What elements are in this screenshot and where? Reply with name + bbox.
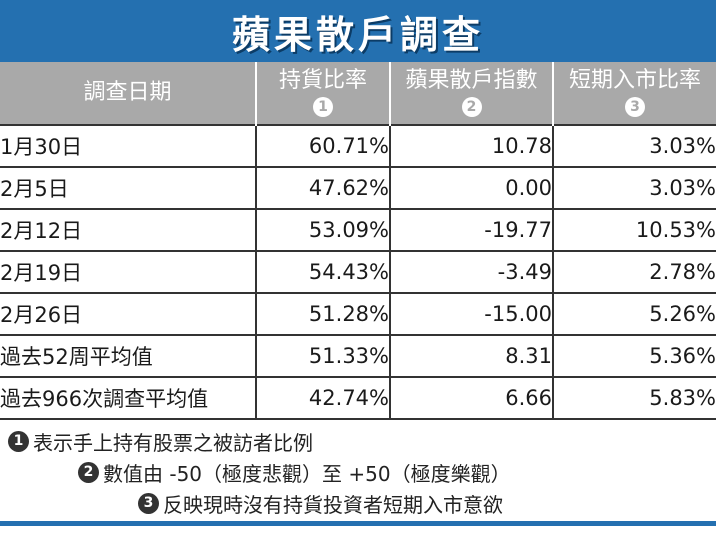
table-row: 2月26日 51.28% -15.00 5.26% xyxy=(0,292,716,335)
footnote-marker-3: 3 xyxy=(138,493,159,514)
table-row: 2月12日 53.09% -19.77 10.53% xyxy=(0,208,716,251)
note-marker-1: 1 xyxy=(313,97,333,117)
index-cell: 8.31 xyxy=(390,334,554,377)
short-term-ratio-cell: 3.03% xyxy=(553,124,716,167)
column-header-holding-ratio: 持貨比率 1 xyxy=(256,62,391,125)
footnote-marker-1: 1 xyxy=(8,431,29,452)
holding-ratio-cell: 51.33% xyxy=(256,334,391,377)
footnote: 1 表示手上持有股票之被訪者比例 xyxy=(0,426,716,457)
holding-ratio-cell: 51.28% xyxy=(256,292,391,335)
short-term-ratio-cell: 2.78% xyxy=(553,250,716,293)
column-header-label: 調查日期 xyxy=(83,80,172,105)
table-row: 2月5日 47.62% 0.00 3.03% xyxy=(0,166,716,209)
survey-table: 調查日期 持貨比率 1 蘋果散戶指數 2 短期入市比率 3 1月30日 6 xyxy=(0,62,716,420)
date-cell: 2月19日 xyxy=(0,250,257,293)
date-cell: 2月5日 xyxy=(0,166,257,209)
title-bar: 蘋果散戶調查 xyxy=(0,0,716,62)
footnote: 3 反映現時沒有持貨投資者短期入市意欲 xyxy=(0,488,716,519)
date-cell: 2月26日 xyxy=(0,292,257,335)
holding-ratio-cell: 53.09% xyxy=(256,208,391,251)
column-header-index: 蘋果散戶指數 2 xyxy=(390,62,554,125)
table-row: 2月19日 54.43% -3.49 2.78% xyxy=(0,250,716,293)
footnote-text: 數值由 -50（極度悲觀）至 +50（極度樂觀） xyxy=(103,462,511,486)
column-header-label: 蘋果散戶指數 xyxy=(405,68,538,93)
date-cell: 1月30日 xyxy=(0,124,257,167)
footnote-text: 表示手上持有股票之被訪者比例 xyxy=(33,431,313,455)
footnote-marker-2: 2 xyxy=(78,462,99,483)
holding-ratio-cell: 42.74% xyxy=(256,376,391,420)
date-cell: 2月12日 xyxy=(0,208,257,251)
footnote: 2 數值由 -50（極度悲觀）至 +50（極度樂觀） xyxy=(0,457,716,488)
short-term-ratio-cell: 5.36% xyxy=(553,334,716,377)
footnotes: 1 表示手上持有股票之被訪者比例 2 數值由 -50（極度悲觀）至 +50（極度… xyxy=(0,426,716,519)
page-title: 蘋果散戶調查 xyxy=(231,12,484,57)
index-cell: 10.78 xyxy=(390,124,554,167)
column-header-date: 調查日期 xyxy=(0,62,257,125)
short-term-ratio-cell: 10.53% xyxy=(553,208,716,251)
holding-ratio-cell: 54.43% xyxy=(256,250,391,293)
short-term-ratio-cell: 5.83% xyxy=(553,376,716,420)
index-cell: -3.49 xyxy=(390,250,554,293)
table-row: 過去966次調查平均值 42.74% 6.66 5.83% xyxy=(0,376,716,420)
bottom-rule xyxy=(0,521,716,526)
column-header-label: 短期入市比率 xyxy=(568,68,701,93)
column-header-short-term-ratio: 短期入市比率 3 xyxy=(553,62,716,125)
header-row: 調查日期 持貨比率 1 蘋果散戶指數 2 短期入市比率 3 xyxy=(0,62,716,125)
short-term-ratio-cell: 5.26% xyxy=(553,292,716,335)
date-cell: 過去52周平均值 xyxy=(0,334,257,377)
table-row: 1月30日 60.71% 10.78 3.03% xyxy=(0,124,716,167)
index-cell: 0.00 xyxy=(390,166,554,209)
index-cell: 6.66 xyxy=(390,376,554,420)
note-marker-3: 3 xyxy=(625,97,645,117)
date-cell: 過去966次調查平均值 xyxy=(0,376,257,420)
table-row: 過去52周平均值 51.33% 8.31 5.36% xyxy=(0,334,716,377)
note-marker-2: 2 xyxy=(461,97,482,117)
column-header-label: 持貨比率 xyxy=(278,68,367,93)
index-cell: -15.00 xyxy=(390,292,554,335)
holding-ratio-cell: 47.62% xyxy=(256,166,391,209)
short-term-ratio-cell: 3.03% xyxy=(553,166,716,209)
footnote-text: 反映現時沒有持貨投資者短期入市意欲 xyxy=(163,493,503,517)
holding-ratio-cell: 60.71% xyxy=(256,124,391,167)
index-cell: -19.77 xyxy=(390,208,554,251)
